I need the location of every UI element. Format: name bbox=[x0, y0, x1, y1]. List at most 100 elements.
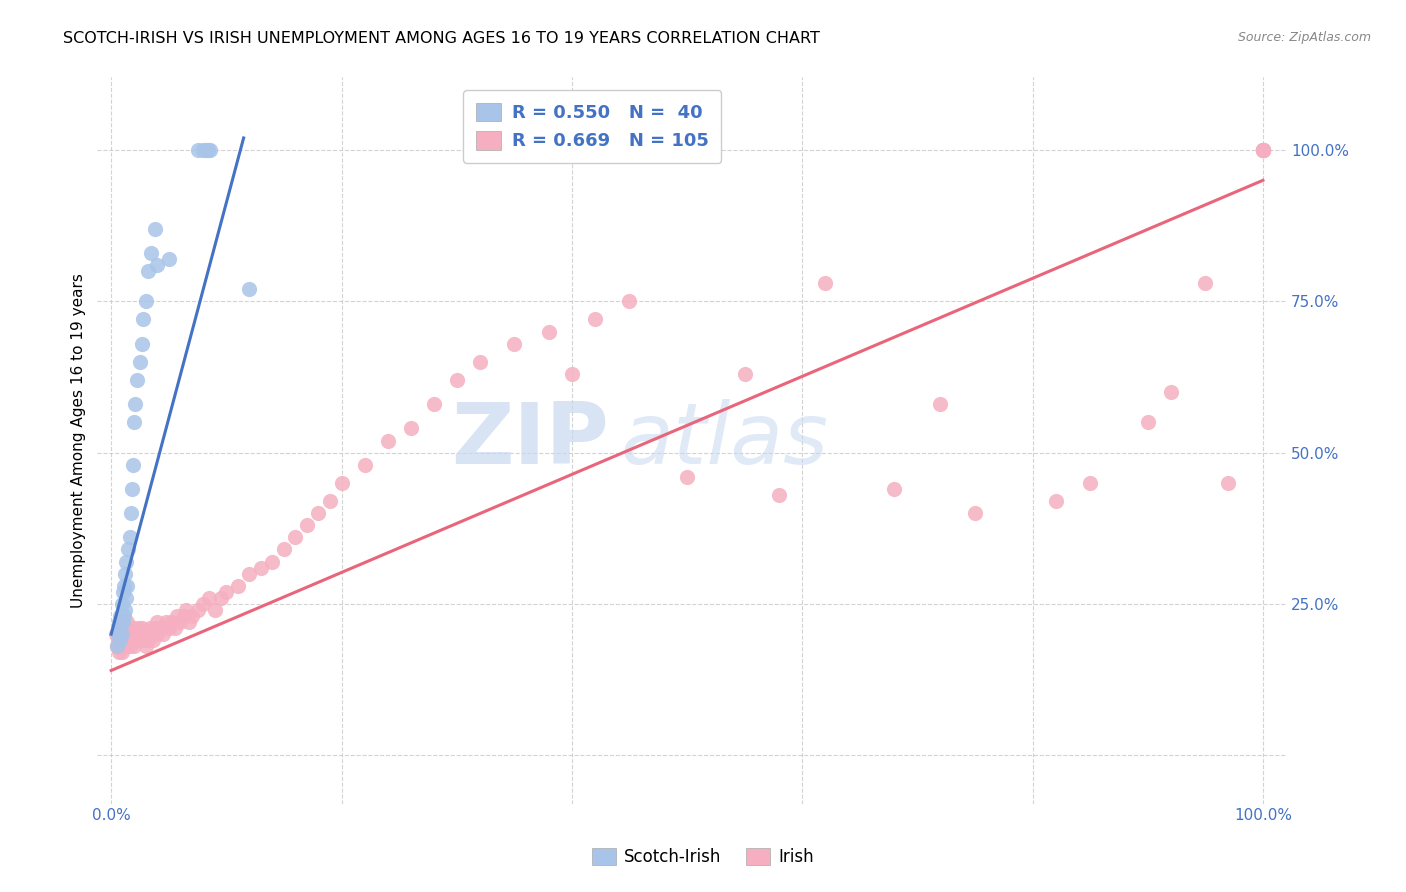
Point bbox=[122, 627, 145, 641]
Point bbox=[1251, 143, 1274, 157]
Point bbox=[117, 621, 139, 635]
Point bbox=[814, 276, 837, 290]
Point bbox=[187, 143, 209, 157]
Point bbox=[561, 367, 583, 381]
Point bbox=[204, 603, 226, 617]
Point bbox=[308, 506, 330, 520]
Point bbox=[115, 591, 138, 605]
Point bbox=[117, 615, 139, 629]
Point bbox=[111, 627, 134, 641]
Point bbox=[883, 482, 905, 496]
Point bbox=[446, 373, 468, 387]
Point bbox=[142, 633, 165, 648]
Text: ZIP: ZIP bbox=[451, 399, 609, 482]
Point bbox=[768, 488, 790, 502]
Point bbox=[112, 579, 135, 593]
Point bbox=[1160, 385, 1182, 400]
Point bbox=[141, 627, 163, 641]
Point bbox=[734, 367, 756, 381]
Point bbox=[152, 627, 174, 641]
Text: SCOTCH-IRISH VS IRISH UNEMPLOYMENT AMONG AGES 16 TO 19 YEARS CORRELATION CHART: SCOTCH-IRISH VS IRISH UNEMPLOYMENT AMONG… bbox=[63, 31, 820, 46]
Point bbox=[215, 584, 238, 599]
Point bbox=[193, 143, 215, 157]
Point bbox=[1218, 475, 1240, 490]
Point bbox=[353, 458, 375, 472]
Point bbox=[115, 621, 138, 635]
Point bbox=[209, 591, 232, 605]
Point bbox=[174, 603, 197, 617]
Point bbox=[122, 640, 145, 654]
Point bbox=[1251, 143, 1274, 157]
Point bbox=[284, 530, 307, 544]
Point bbox=[112, 633, 135, 648]
Point bbox=[238, 566, 260, 581]
Y-axis label: Unemployment Among Ages 16 to 19 years: Unemployment Among Ages 16 to 19 years bbox=[72, 273, 86, 608]
Point bbox=[157, 621, 180, 635]
Point bbox=[963, 506, 986, 520]
Point bbox=[1251, 143, 1274, 157]
Point bbox=[537, 325, 560, 339]
Point bbox=[111, 615, 134, 629]
Point bbox=[148, 621, 170, 635]
Point bbox=[197, 143, 219, 157]
Point bbox=[319, 494, 342, 508]
Point bbox=[122, 621, 145, 635]
Legend: R = 0.550   N =  40, R = 0.669   N = 105: R = 0.550 N = 40, R = 0.669 N = 105 bbox=[463, 90, 721, 163]
Point bbox=[139, 621, 162, 635]
Point bbox=[929, 397, 952, 411]
Point bbox=[135, 640, 157, 654]
Point bbox=[129, 355, 152, 369]
Point bbox=[107, 627, 129, 641]
Point bbox=[250, 560, 273, 574]
Legend: Scotch-Irish, Irish: Scotch-Irish, Irish bbox=[586, 841, 820, 873]
Point bbox=[1045, 494, 1067, 508]
Point bbox=[110, 640, 132, 654]
Point bbox=[105, 640, 128, 654]
Point bbox=[136, 633, 159, 648]
Point bbox=[131, 336, 153, 351]
Point bbox=[143, 621, 166, 635]
Point bbox=[125, 373, 148, 387]
Point bbox=[146, 615, 169, 629]
Point bbox=[127, 633, 149, 648]
Point bbox=[121, 482, 143, 496]
Point bbox=[1194, 276, 1216, 290]
Point bbox=[160, 615, 183, 629]
Point bbox=[128, 621, 150, 635]
Point bbox=[124, 397, 146, 411]
Point bbox=[122, 458, 145, 472]
Point bbox=[399, 421, 422, 435]
Point bbox=[110, 645, 132, 659]
Text: Source: ZipAtlas.com: Source: ZipAtlas.com bbox=[1237, 31, 1371, 45]
Point bbox=[262, 555, 284, 569]
Point bbox=[146, 627, 169, 641]
Point bbox=[198, 591, 221, 605]
Point bbox=[377, 434, 399, 448]
Point bbox=[118, 627, 141, 641]
Point bbox=[129, 633, 152, 648]
Point bbox=[468, 355, 491, 369]
Point bbox=[104, 627, 127, 641]
Point bbox=[108, 615, 131, 629]
Point bbox=[125, 627, 148, 641]
Point bbox=[1136, 416, 1159, 430]
Point bbox=[120, 506, 142, 520]
Point bbox=[115, 633, 138, 648]
Point bbox=[120, 633, 142, 648]
Point bbox=[120, 621, 142, 635]
Point bbox=[619, 294, 641, 309]
Point bbox=[169, 615, 191, 629]
Point bbox=[131, 621, 153, 635]
Point bbox=[187, 603, 209, 617]
Point bbox=[121, 633, 143, 648]
Point bbox=[124, 633, 146, 648]
Point bbox=[108, 621, 131, 635]
Point bbox=[110, 609, 132, 624]
Point bbox=[117, 542, 139, 557]
Point bbox=[111, 640, 134, 654]
Text: atlas: atlas bbox=[620, 399, 828, 482]
Point bbox=[1251, 143, 1274, 157]
Point bbox=[173, 609, 195, 624]
Point bbox=[194, 143, 217, 157]
Point bbox=[1078, 475, 1101, 490]
